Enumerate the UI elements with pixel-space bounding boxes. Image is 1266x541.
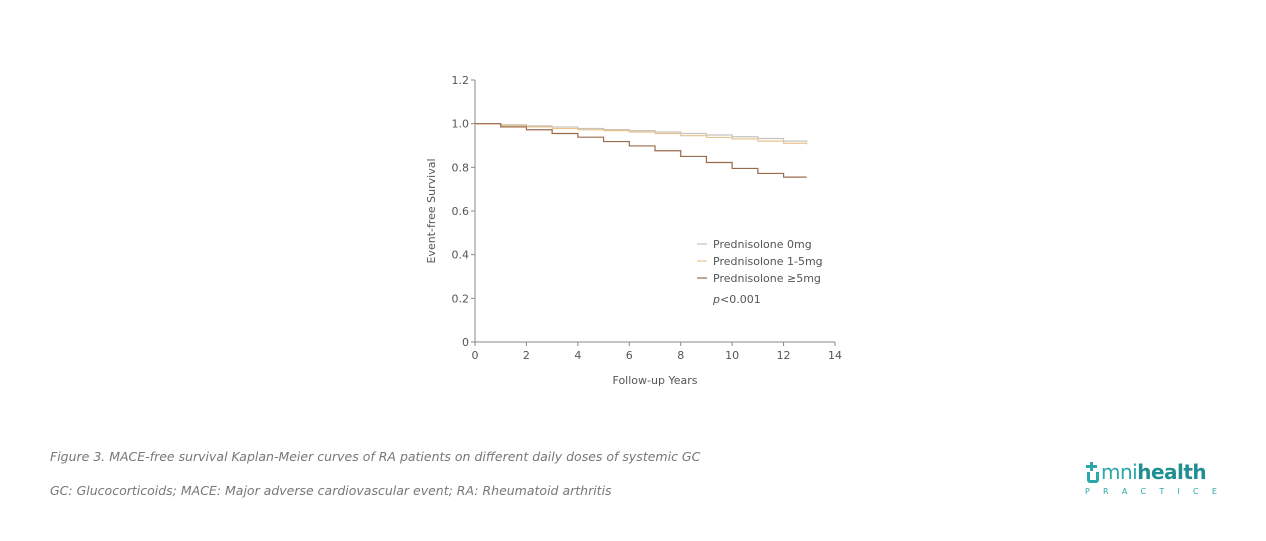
y-tick-label: 1.0: [452, 118, 470, 131]
legend: Prednisolone 0mg Prednisolone 1-5mg Predni…: [697, 238, 823, 285]
abbreviations-note: GC: Glucocorticoids; MACE: Major adverse…: [50, 483, 612, 498]
x-tick-label: 12: [777, 349, 791, 362]
logo-tagline-letter: C: [1140, 487, 1147, 496]
survival-curve: [475, 123, 807, 178]
figure-caption: Figure 3. MACE-free survival Kaplan-Meie…: [50, 449, 701, 464]
logo-tagline-letter: E: [1211, 487, 1217, 496]
x-tick-label: 0: [472, 349, 479, 362]
axes: 0 2 4 6 8 10 12 14 0 0.2 0.4 0.6 0.8 1.0 1.2 Follow-up …: [425, 74, 842, 387]
cross-icon: [1086, 462, 1099, 483]
logo-wordmark: mnihealth: [1101, 460, 1207, 484]
y-tick-label: 1.2: [452, 74, 470, 87]
logo-tagline-letter: I: [1177, 487, 1180, 496]
omnihealth-logo: mnihealth P R A C T I C E: [1083, 460, 1223, 502]
logo-word-a: mni: [1101, 460, 1138, 484]
legend-label: Prednisolone 0mg: [713, 238, 812, 251]
y-axis-title: Event-free Survival: [425, 158, 438, 263]
survival-curves: [475, 123, 808, 178]
legend-label: Prednisolone 1-5mg: [713, 255, 823, 268]
survival-curve: [475, 123, 808, 145]
x-tick-label: 10: [725, 349, 739, 362]
legend-label: Prednisolone ≥5mg: [713, 272, 821, 285]
logo-tagline-letter: P: [1085, 487, 1090, 496]
x-axis-title: Follow-up Years: [613, 374, 698, 387]
y-tick-label: 0.2: [452, 292, 470, 305]
logo-word-b: health: [1137, 460, 1207, 484]
x-tick-label: 14: [828, 349, 842, 362]
x-tick-label: 8: [677, 349, 684, 362]
p-value-annotation: p<0.001: [712, 293, 761, 306]
survival-curve: [475, 123, 808, 143]
x-tick-label: 2: [523, 349, 530, 362]
y-tick-label: 0: [462, 336, 469, 349]
x-tick-label: 6: [626, 349, 633, 362]
logo-tagline-letter: T: [1159, 487, 1165, 496]
y-tick-label: 0.4: [452, 249, 470, 262]
y-tick-label: 0.6: [452, 205, 470, 218]
logo-tagline-letter: R: [1103, 487, 1109, 496]
y-tick-label: 0.8: [452, 161, 470, 174]
logo-tagline-letter: C: [1193, 487, 1199, 496]
logo-tagline-letter: A: [1121, 487, 1128, 496]
x-tick-label: 4: [574, 349, 581, 362]
